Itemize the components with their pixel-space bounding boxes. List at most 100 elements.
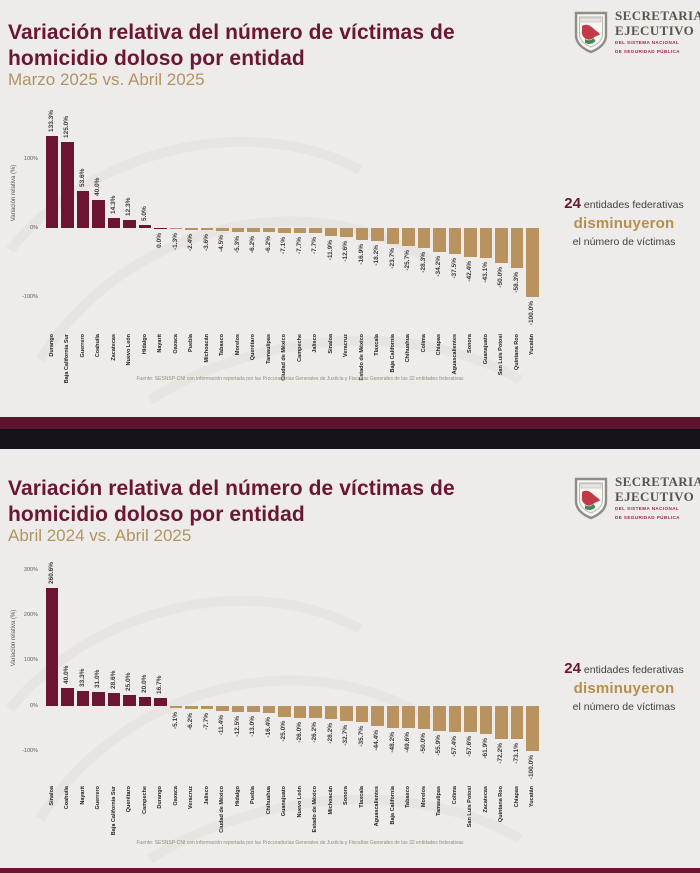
bar-chiapas xyxy=(433,228,446,252)
bar-value-label: -49.6% xyxy=(404,732,412,754)
bar-guanajuato xyxy=(278,706,291,718)
bar-value-label: -3.6% xyxy=(202,234,210,252)
report-page-2: Variación relativa del número de víctima… xyxy=(0,449,700,873)
x-axis-label-quintana-roo: Quintana Roo xyxy=(498,786,505,823)
bar-value-label: 25.0% xyxy=(125,672,133,691)
logo-org-line1: SECRETARIADO xyxy=(615,8,700,23)
y-axis-tick: 200% xyxy=(23,612,38,619)
x-axis-label-sinaloa: Sinaloa xyxy=(48,786,55,806)
logo-sub-line2: DE SEGURIDAD PÚBLICA xyxy=(615,48,680,54)
x-axis-label-tlaxcala: Tlaxcala xyxy=(358,786,365,808)
bar-tabasco xyxy=(402,706,415,729)
bar-value-label: -100.0% xyxy=(528,755,536,780)
x-axis-label-jalisco: Jalisco xyxy=(312,334,319,353)
bar-estado-de-mexico xyxy=(309,706,322,718)
annotation-after-count: entidades federativas xyxy=(580,664,684,676)
x-axis-label-veracruz: Veracruz xyxy=(188,786,195,809)
bar-chart-marzo-vs-abril: 100% 0% -100% Variación relativa (%) 133.3% D… xyxy=(0,0,700,417)
decrease-annotation: 24 entidades federativas disminuyeron el… xyxy=(544,660,700,713)
x-axis-label-sinaloa: Sinaloa xyxy=(327,334,334,354)
x-axis-label-yucatan: Yucatán xyxy=(529,786,536,808)
bar-value-label: 31.0% xyxy=(94,669,102,688)
annotation-line1: 24 entidades federativas xyxy=(544,660,700,678)
x-axis-label-chiapas: Chiapas xyxy=(513,786,520,808)
bar-yucatan xyxy=(526,706,539,752)
bar-puebla xyxy=(247,706,260,712)
bar-value-label: -34.2% xyxy=(435,255,443,277)
x-axis-label-yucatan: Yucatán xyxy=(529,334,536,356)
bar-value-label: -42.4% xyxy=(466,261,474,282)
x-axis-label-hidalgo: Hidalgo xyxy=(141,334,148,355)
bar-baja-california-sur xyxy=(61,141,74,228)
bar-colima xyxy=(448,706,461,732)
x-axis-label-guanajuato: Guanajuato xyxy=(482,334,489,365)
bar-guanajuato xyxy=(479,228,492,258)
x-axis-label-colima: Colima xyxy=(420,334,427,353)
decrease-count: 24 xyxy=(564,660,581,677)
bar-value-label: 14.3% xyxy=(109,195,117,215)
bar-san-luis-potosi xyxy=(464,706,477,733)
bar-quintana-roo xyxy=(510,228,523,269)
bar-baja-california xyxy=(386,706,399,728)
bar-baja-california-sur xyxy=(107,693,120,706)
x-axis-label-nayarit: Nayarit xyxy=(157,334,164,353)
bar-hidalgo xyxy=(231,706,244,712)
bar-value-label: -11.4% xyxy=(218,715,226,736)
bar-estado-de-mexico xyxy=(355,228,368,240)
x-axis-label-tamaulipas: Tamaulipas xyxy=(265,334,272,364)
x-axis-label-tabasco: Tabasco xyxy=(219,334,226,356)
divider-black-band xyxy=(0,429,700,449)
x-axis-label-queretaro: Querétaro xyxy=(250,334,257,361)
bar-hidalgo xyxy=(138,224,151,228)
x-axis-label-chihuahua: Chihuahua xyxy=(405,334,412,363)
bar-sinaloa xyxy=(45,588,58,706)
annotation-highlight: disminuyeron xyxy=(573,214,675,232)
bar-value-label: -16.4% xyxy=(264,717,272,739)
bar-nayarit xyxy=(154,228,167,229)
logo-sub-line2: DE SEGURIDAD PÚBLICA xyxy=(615,514,680,520)
bottom-accent-line xyxy=(0,868,700,873)
bar-value-label: -5.1% xyxy=(171,712,179,730)
bar-value-label: -6.2% xyxy=(187,712,195,730)
x-axis-label-oaxaca: Oaxaca xyxy=(172,786,179,806)
bar-chihuahua xyxy=(402,228,415,246)
bar-veracruz xyxy=(185,706,198,709)
bar-ciudad-de-mexico xyxy=(216,706,229,712)
bar-value-label: -7.7% xyxy=(295,237,303,255)
bar-yucatan xyxy=(526,228,539,297)
x-axis-label-sonora: Sonora xyxy=(343,786,350,805)
bar-durango xyxy=(45,136,58,228)
bar-value-label: 0.0% xyxy=(156,233,164,248)
bar-sinaloa xyxy=(324,228,337,237)
bar-san-luis-potosi xyxy=(495,228,508,263)
bar-value-label: -57.6% xyxy=(466,736,474,757)
bar-value-label: -6.2% xyxy=(264,236,272,254)
y-axis-title: Variación relativa (%) xyxy=(11,164,17,222)
bar-value-label: -32.7% xyxy=(342,724,350,746)
bar-value-label: -61.9% xyxy=(481,737,489,759)
bar-value-label: -28.3% xyxy=(419,251,427,273)
x-axis-label-morelos: Morelos xyxy=(420,786,427,808)
annotation-line1: 24 entidades federativas xyxy=(544,195,700,213)
x-axis-label-chiapas: Chiapas xyxy=(436,334,443,356)
bar-tamaulipas xyxy=(433,706,446,732)
bar-durango xyxy=(154,698,167,706)
x-axis-label-ciudad-de-mexico: Ciudad de México xyxy=(219,786,226,833)
x-axis-label-tamaulipas: Tamaulipas xyxy=(436,786,443,816)
x-axis-label-michoacan: Michoacán xyxy=(203,334,210,363)
bar-value-label: -2.4% xyxy=(187,233,195,251)
shield-icon xyxy=(574,477,608,520)
x-axis-label-morelos: Morelos xyxy=(234,334,241,356)
x-axis-label-nayarit: Nayarit xyxy=(79,786,86,805)
bar-baja-california xyxy=(386,228,399,245)
bar-value-label: -6.2% xyxy=(249,236,257,254)
bar-value-label: 53.6% xyxy=(78,168,86,188)
annotation-after-count: entidades federativas xyxy=(580,199,684,211)
bar-ciudad-de-mexico xyxy=(278,228,291,233)
bar-value-label: 40.0% xyxy=(63,665,71,684)
bar-value-label: 260.6% xyxy=(47,562,55,585)
bar-value-label: -26.2% xyxy=(311,721,319,743)
report-page-1: Variación relativa del número de víctima… xyxy=(0,0,700,417)
bar-value-label: 125.0% xyxy=(63,115,71,138)
bar-queretaro xyxy=(123,694,136,706)
